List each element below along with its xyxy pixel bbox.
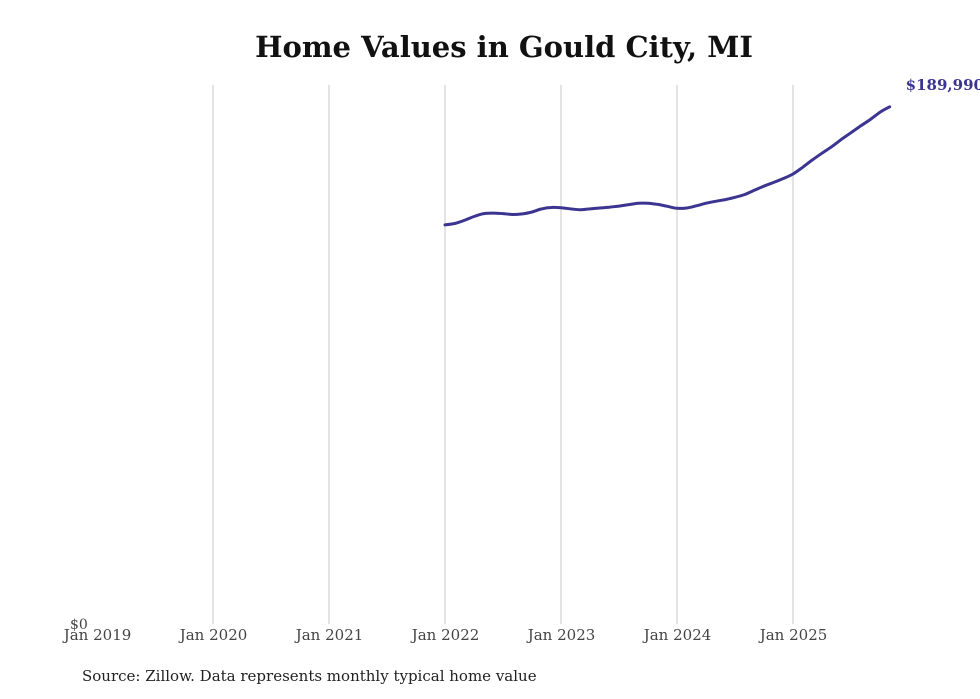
y-axis-zero-label: $0 (70, 617, 88, 633)
x-tick-label: Jan 2021 (294, 626, 364, 644)
x-tick-label: Jan 2019 (62, 626, 132, 644)
x-axis-ticks: Jan 2019 Jan 2020 Jan 2021 Jan 2022 Jan 2023… (62, 626, 828, 644)
series-layer (443, 105, 892, 227)
x-tick-label: Jan 2022 (410, 626, 480, 644)
x-tick-label: Jan 2023 (526, 626, 596, 644)
chart-title: Home Values in Gould City, MI (255, 30, 753, 64)
source-note: Source: Zillow. Data represents monthly … (82, 667, 537, 685)
gridlines (212, 85, 794, 624)
x-tick-label: Jan 2024 (642, 626, 712, 644)
x-tick-label: Jan 2020 (178, 626, 248, 644)
series-line-0 (443, 105, 892, 227)
x-tick-label: Jan 2025 (758, 626, 828, 644)
end-value-label: $189,990 (906, 76, 980, 94)
